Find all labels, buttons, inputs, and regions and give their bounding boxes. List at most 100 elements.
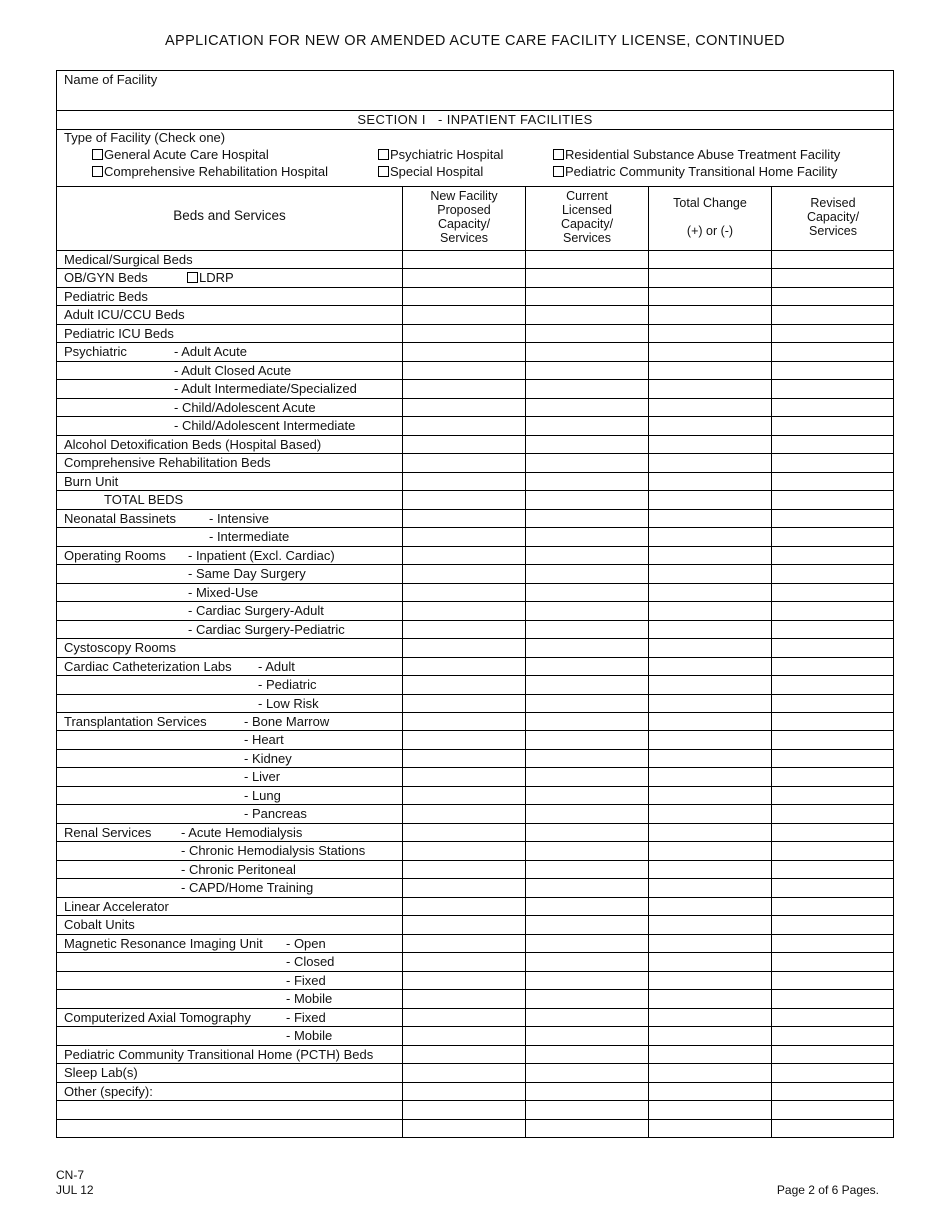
entry-cell[interactable] [649, 1009, 771, 1026]
entry-cell[interactable] [526, 417, 648, 434]
entry-cell[interactable] [772, 436, 894, 453]
entry-cell[interactable] [772, 935, 894, 952]
entry-cell[interactable] [526, 584, 648, 601]
entry-cell[interactable] [403, 731, 525, 748]
entry-cell[interactable] [772, 695, 894, 712]
entry-cell[interactable] [772, 639, 894, 656]
entry-cell[interactable] [403, 399, 525, 416]
entry-cell[interactable] [526, 1083, 648, 1100]
entry-cell[interactable] [403, 380, 525, 397]
entry-cell[interactable] [526, 713, 648, 730]
entry-cell[interactable] [772, 842, 894, 859]
entry-cell[interactable] [403, 676, 525, 693]
entry-cell[interactable] [403, 621, 525, 638]
entry-cell[interactable] [403, 436, 525, 453]
entry-cell[interactable] [772, 417, 894, 434]
entry-cell[interactable] [526, 731, 648, 748]
entry-cell[interactable] [649, 898, 771, 915]
facility-type-general-acute[interactable]: General Acute Care Hospital [92, 147, 269, 162]
entry-cell[interactable] [772, 990, 894, 1007]
entry-cell[interactable] [403, 972, 525, 989]
entry-cell[interactable] [403, 547, 525, 564]
entry-cell[interactable] [772, 953, 894, 970]
entry-cell[interactable] [403, 602, 525, 619]
entry-cell[interactable] [403, 454, 525, 471]
entry-cell[interactable] [772, 325, 894, 342]
entry-cell[interactable] [403, 787, 525, 804]
entry-cell[interactable] [772, 399, 894, 416]
checkbox[interactable] [378, 149, 389, 160]
entry-cell[interactable] [649, 658, 771, 675]
entry-cell[interactable] [403, 898, 525, 915]
entry-cell[interactable] [526, 380, 648, 397]
entry-cell[interactable] [649, 861, 771, 878]
entry-cell[interactable] [403, 805, 525, 822]
ldrp-checkbox[interactable]: LDRP [187, 270, 234, 285]
entry-cell[interactable] [649, 565, 771, 582]
entry-cell[interactable] [526, 491, 648, 508]
entry-cell[interactable] [772, 491, 894, 508]
entry-cell[interactable] [526, 1027, 648, 1044]
entry-cell[interactable] [403, 251, 525, 268]
entry-cell[interactable] [649, 695, 771, 712]
entry-cell[interactable] [526, 639, 648, 656]
entry-cell[interactable] [649, 547, 771, 564]
checkbox[interactable] [92, 166, 103, 177]
entry-cell[interactable] [526, 787, 648, 804]
entry-cell[interactable] [526, 473, 648, 490]
entry-cell[interactable] [772, 380, 894, 397]
entry-cell[interactable] [403, 1009, 525, 1026]
entry-cell[interactable] [526, 306, 648, 323]
entry-cell[interactable] [403, 639, 525, 656]
entry-cell[interactable] [403, 1083, 525, 1100]
entry-cell[interactable] [526, 842, 648, 859]
entry-cell[interactable] [526, 399, 648, 416]
entry-cell[interactable] [772, 676, 894, 693]
entry-cell[interactable] [649, 935, 771, 952]
entry-cell[interactable] [403, 510, 525, 527]
entry-cell[interactable] [403, 713, 525, 730]
entry-cell[interactable] [403, 473, 525, 490]
entry-cell[interactable] [772, 269, 894, 286]
facility-type-psychiatric[interactable]: Psychiatric Hospital [378, 147, 503, 162]
entry-cell[interactable] [649, 1120, 771, 1137]
checkbox[interactable] [553, 166, 564, 177]
entry-cell[interactable] [526, 269, 648, 286]
entry-cell[interactable] [649, 621, 771, 638]
entry-cell[interactable] [403, 288, 525, 305]
entry-cell[interactable] [649, 510, 771, 527]
entry-cell[interactable] [772, 454, 894, 471]
entry-cell[interactable] [526, 565, 648, 582]
entry-cell[interactable] [649, 676, 771, 693]
name-of-facility-input[interactable] [64, 89, 884, 109]
entry-cell[interactable] [526, 1120, 648, 1137]
entry-cell[interactable] [649, 491, 771, 508]
entry-cell[interactable] [649, 1101, 771, 1118]
entry-cell[interactable] [526, 325, 648, 342]
entry-cell[interactable] [649, 916, 771, 933]
entry-cell[interactable] [772, 1009, 894, 1026]
entry-cell[interactable] [403, 879, 525, 896]
entry-cell[interactable] [772, 805, 894, 822]
entry-cell[interactable] [403, 861, 525, 878]
facility-type-residential-substance-abuse[interactable]: Residential Substance Abuse Treatment Fa… [553, 147, 840, 162]
entry-cell[interactable] [772, 510, 894, 527]
checkbox[interactable] [92, 149, 103, 160]
entry-cell[interactable] [649, 417, 771, 434]
entry-cell[interactable] [403, 325, 525, 342]
entry-cell[interactable] [649, 454, 771, 471]
entry-cell[interactable] [649, 1027, 771, 1044]
entry-cell[interactable] [649, 362, 771, 379]
entry-cell[interactable] [403, 953, 525, 970]
entry-cell[interactable] [772, 288, 894, 305]
entry-cell[interactable] [772, 1046, 894, 1063]
entry-cell[interactable] [526, 1046, 648, 1063]
facility-type-special-hospital[interactable]: Special Hospital [378, 164, 483, 179]
entry-cell[interactable] [526, 916, 648, 933]
entry-cell[interactable] [403, 528, 525, 545]
entry-cell[interactable] [649, 269, 771, 286]
entry-cell[interactable] [403, 1046, 525, 1063]
entry-cell[interactable] [403, 1120, 525, 1137]
entry-cell[interactable] [649, 842, 771, 859]
entry-cell[interactable] [649, 750, 771, 767]
